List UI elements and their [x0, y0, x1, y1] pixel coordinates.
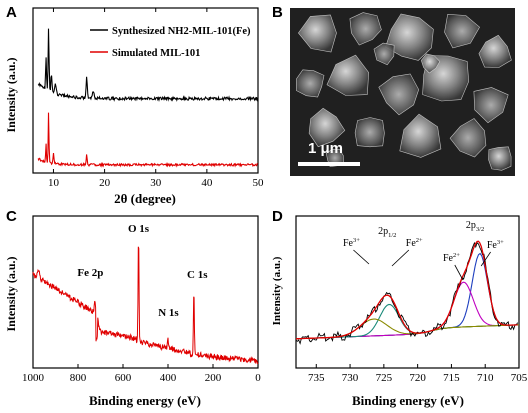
panel-a-frame [32, 7, 259, 174]
panel-d-annot-2p12: 2p1/2 [378, 226, 396, 239]
sem-crystal [373, 42, 395, 66]
panel-c-frame [32, 215, 259, 369]
panel-a-legend-label: Synthesized NH2-MIL-101(Fe) [112, 26, 251, 37]
panel-a-axes: 10 20 30 40 50 [32, 7, 265, 189]
panel-d-xtick-label: 720 [409, 372, 426, 384]
sem-crystal [349, 12, 382, 46]
panel-d-annot-fe2-left: Fe2+ [406, 237, 423, 249]
panel-a-label: A [6, 4, 17, 21]
panel-a-xtick-label: 40 [201, 177, 213, 189]
panel-d-annot-fe3-right: Fe3+ [487, 239, 504, 251]
sem-crystal [298, 14, 337, 53]
sem-crystal [488, 146, 512, 171]
panel-d-series-group [295, 240, 520, 345]
panel-c-annot-n1s: N 1s [158, 307, 179, 319]
panel-d-axes: 735 730 725 720 715 710 705 [295, 215, 528, 384]
panel-d-xtick-label: 725 [376, 372, 393, 384]
panel-c-xtick-label: 600 [115, 372, 132, 384]
panel-a-legend: Synthesized NH2-MIL-101(Fe) Simulated MIL… [90, 26, 251, 59]
panel-c-ylabel: Intensity (a.u.) [4, 256, 18, 331]
panel-a-xtick-label: 30 [150, 177, 162, 189]
panel-a-xtick-label: 10 [48, 177, 60, 189]
sem-crystal [385, 13, 434, 61]
panel-d-background [295, 324, 520, 340]
panel-d-frame [295, 215, 520, 369]
panel-a-chart: 10 20 30 40 50 Synthesized NH2-MIL-101(Fe) Si… [4, 7, 265, 206]
sem-crystal [420, 53, 441, 74]
panel-c-chart: 1000 800 600 400 200 0 Fe 2p O 1s N 1s C 1s Inte… [4, 215, 261, 408]
panel-c-annotations: Fe 2p O 1s N 1s C 1s [77, 223, 208, 319]
panel-a-legend-label: Simulated MIL-101 [112, 48, 200, 59]
panel-c-annot-o1s: O 1s [128, 223, 150, 235]
panel-a-ylabel: Intensity (a.u.) [4, 57, 18, 132]
panel-c-xtick-label: 1000 [22, 372, 45, 384]
sem-crystal [354, 117, 385, 148]
scale-bar [298, 162, 360, 166]
panel-c-annot-fe2p: Fe 2p [77, 267, 103, 279]
panel-c-series-survey [32, 246, 259, 365]
panel-d-annot-fe3-left: Fe3+ [343, 237, 360, 249]
panel-d-annot-arrow [353, 249, 370, 265]
sem-crystal [326, 54, 370, 96]
panel-d-annot-arrow [480, 251, 491, 267]
panel-b-label: B [272, 4, 283, 21]
panel-d-xtick-label: 710 [477, 372, 494, 384]
sem-crystal [478, 34, 512, 68]
scale-bar-label: 1 μm [308, 140, 344, 157]
panel-a-series-group [37, 28, 259, 168]
panel-a-xlabel: 2θ (degree) [114, 191, 176, 206]
sem-crystal [473, 87, 509, 124]
panel-a-series-simulated [37, 112, 259, 168]
panel-d-xlabel: Binding energy (eV) [352, 393, 464, 408]
panel-d-xtick-label: 705 [511, 372, 528, 384]
panel-d-label: D [272, 208, 283, 225]
sem-crystal [378, 73, 420, 116]
panel-c-xlabel: Binding energy (eV) [89, 393, 201, 408]
panel-c-series-group [32, 246, 259, 365]
sem-image: 1 μm [290, 8, 515, 176]
panel-d-annot-arrow [391, 249, 410, 267]
panel-a-series-synthesized [37, 28, 259, 102]
panel-a-xtick-label: 50 [253, 177, 265, 189]
panel-d-xtick-label: 735 [308, 372, 325, 384]
panel-d-fit-fe3-2p32 [295, 281, 520, 340]
panel-d-annot-arrow [454, 264, 464, 281]
panel-d-annot-2p32: 2p3/2 [466, 220, 484, 233]
sem-crystal [444, 13, 480, 49]
panel-c-xtick-label: 0 [255, 372, 261, 384]
sem-crystal [295, 69, 325, 98]
sem-crystal [449, 118, 487, 158]
panel-c-annot-c1s: C 1s [187, 269, 208, 281]
panel-d-ylabel: Intensity (a.u.) [271, 256, 283, 325]
panel-c-axes: 1000 800 600 400 200 0 [22, 215, 261, 384]
panel-d-raw [295, 241, 518, 345]
panel-c-xtick-label: 400 [160, 372, 177, 384]
panel-c-xtick-label: 200 [205, 372, 222, 384]
sem-crystal [399, 113, 442, 158]
panel-c-xtick-label: 800 [70, 372, 87, 384]
panel-d-xtick-label: 715 [443, 372, 460, 384]
panel-c-label: C [6, 208, 17, 225]
sem-crystal [308, 107, 346, 148]
panel-a-xtick-label: 20 [99, 177, 111, 189]
sem-crystals [290, 8, 515, 176]
panel-d-annot-fe2-right: Fe2+ [443, 252, 460, 264]
panel-d-xtick-label: 730 [342, 372, 359, 384]
panel-d-envelope [295, 240, 518, 340]
